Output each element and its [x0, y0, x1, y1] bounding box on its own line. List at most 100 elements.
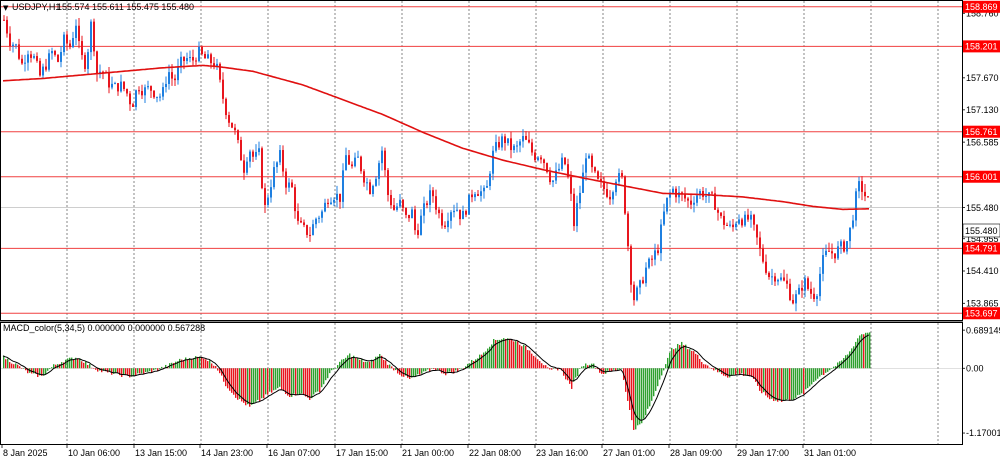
macd-bar	[41, 368, 43, 376]
macd-bar	[179, 358, 181, 369]
candle-body	[570, 176, 572, 194]
macd-bar	[835, 366, 837, 369]
candle-body	[795, 294, 797, 304]
macd-bar	[269, 368, 271, 392]
candle-body	[114, 83, 116, 85]
candle-body	[645, 267, 647, 284]
candle-body	[375, 178, 377, 186]
macd-bar	[493, 339, 495, 369]
price-level-value: 156.001	[965, 172, 998, 182]
candle-body	[282, 150, 284, 172]
macd-bar	[491, 344, 493, 369]
macd-bar	[253, 368, 255, 404]
macd-bar	[639, 368, 641, 425]
macd-bar	[665, 364, 667, 369]
macd-bar	[631, 368, 633, 421]
candle-body	[456, 209, 458, 211]
macd-bar	[359, 359, 361, 369]
macd-bar	[327, 368, 329, 379]
macd-bar	[423, 368, 425, 372]
macd-bar	[365, 361, 367, 369]
candle-body	[60, 52, 62, 62]
candle-body	[111, 83, 113, 88]
candle-body	[735, 223, 737, 228]
macd-bar	[379, 353, 381, 369]
candle-body	[519, 141, 521, 146]
candle-body	[213, 63, 215, 67]
candle-body	[237, 130, 239, 140]
candle-body	[285, 171, 287, 188]
macd-bar	[729, 368, 731, 378]
time-tick-label: 17 Jan 15:00	[336, 448, 388, 458]
price-axis: 158.760157.670157.130156.585155.480154.9…	[962, 8, 999, 308]
candle-body	[564, 157, 566, 165]
macd-bar	[413, 368, 415, 377]
candle-body	[861, 181, 863, 192]
macd-bar	[437, 368, 439, 370]
candle-body	[87, 52, 89, 69]
macd-bar	[213, 365, 215, 369]
macd-bar	[671, 347, 673, 369]
macd-bar	[753, 368, 755, 379]
macd-bar	[329, 368, 331, 374]
symbol-menu-icon[interactable]: ▼	[3, 4, 9, 12]
candle-body	[126, 88, 128, 94]
candle-body	[804, 278, 806, 291]
candle-body	[15, 44, 17, 46]
candle-body	[750, 214, 752, 220]
price-tick-label: 155.480	[966, 203, 999, 213]
candle-body	[147, 86, 149, 88]
candle-body	[339, 193, 341, 202]
macd-bar	[629, 368, 631, 411]
candle-body	[9, 33, 11, 47]
macd-bar	[191, 359, 193, 369]
candle-body	[765, 261, 767, 273]
macd-bar	[97, 368, 99, 372]
macd-bar	[771, 368, 773, 399]
macd-bar	[581, 366, 583, 369]
candle-body	[492, 150, 494, 174]
candle-body	[108, 72, 110, 88]
macd-bar	[793, 368, 795, 400]
macd-bar	[415, 368, 417, 377]
candle-body	[18, 44, 20, 59]
macd-bar	[73, 359, 75, 369]
candle-body	[612, 192, 614, 200]
candle-body	[786, 280, 788, 284]
macd-bar	[709, 367, 711, 369]
candle-body	[432, 190, 434, 197]
candle-body	[654, 250, 656, 260]
macd-bar	[683, 345, 685, 369]
candle-body	[234, 127, 236, 131]
candle-body	[186, 58, 188, 62]
macd-bar	[773, 368, 775, 402]
macd-bar	[529, 350, 531, 369]
macd-bar	[667, 357, 669, 369]
macd-bar	[47, 368, 49, 371]
macd-bar	[75, 357, 77, 369]
candle-body	[207, 54, 209, 59]
candle-body	[24, 62, 26, 64]
macd-bar	[619, 368, 621, 370]
macd-bar	[301, 368, 303, 394]
candle-body	[540, 157, 542, 160]
macd-bar	[229, 368, 231, 391]
macd-bar	[865, 332, 867, 369]
candle-body	[42, 66, 44, 76]
candle-body	[537, 157, 539, 161]
candle-body	[777, 279, 779, 282]
candle-body	[549, 172, 551, 183]
macd-bar	[393, 368, 395, 371]
macd-bar	[737, 368, 739, 374]
macd-bar	[287, 368, 289, 396]
candle-body	[57, 54, 59, 62]
macd-bar	[391, 366, 393, 369]
macd-bar	[431, 368, 433, 369]
candle-body	[423, 203, 425, 216]
price-tick-label: 153.865	[966, 298, 999, 308]
candle-body	[177, 66, 179, 81]
macd-bar	[649, 368, 651, 407]
macd-bar	[385, 360, 387, 369]
macd-bar	[515, 341, 517, 369]
macd-bar	[547, 367, 549, 369]
